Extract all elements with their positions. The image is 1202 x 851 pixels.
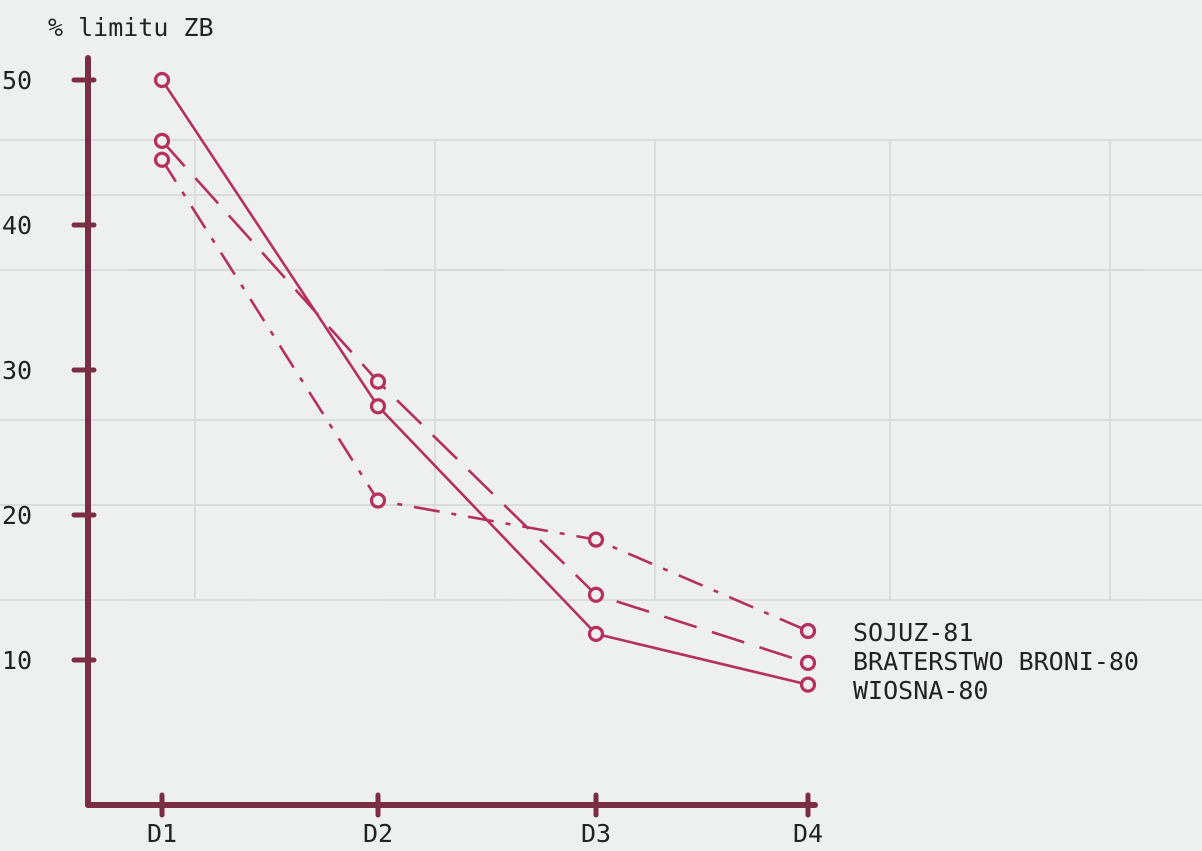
x-tick-label: D3: [581, 819, 611, 848]
data-point: [369, 398, 387, 415]
data-point: [587, 625, 605, 643]
series-line: [160, 79, 809, 686]
y-tick-label: 10: [2, 646, 32, 675]
series-line: [161, 140, 809, 665]
x-tick-label: D2: [363, 819, 393, 848]
data-point: [799, 654, 817, 672]
series-braterstwo-broni-80: [153, 132, 817, 672]
legend-entry: BRATERSTWO BRONI-80: [853, 647, 1139, 676]
data-point: [799, 622, 817, 640]
axes: 10 20 30 40 50 D1 D2 D3 D4: [2, 55, 823, 848]
legend-entry: WIOSNA-80: [853, 676, 988, 705]
data-point: [369, 492, 387, 509]
background-table-bleed: [0, 139, 1202, 601]
y-tick-label: 30: [2, 356, 32, 385]
y-tick-label: 50: [2, 66, 32, 95]
data-point: [587, 586, 605, 603]
x-tick-label: D4: [793, 819, 823, 848]
y-tick-label: 40: [2, 211, 32, 240]
series-layer: [153, 71, 817, 693]
series-line: [160, 159, 809, 633]
data-point: [153, 71, 171, 89]
x-tick-label: D1: [147, 819, 177, 848]
data-point: [153, 151, 171, 168]
data-point: [369, 373, 387, 390]
legend-entry: SOJUZ-81: [853, 618, 973, 647]
series-sojuz-81: [153, 151, 817, 640]
data-point: [799, 676, 817, 693]
data-point: [153, 132, 171, 149]
series-wiosna-80: [153, 71, 817, 693]
y-tick-label: 20: [2, 501, 32, 530]
y-axis-label: % limitu ZB: [48, 13, 214, 42]
data-point: [587, 531, 605, 548]
